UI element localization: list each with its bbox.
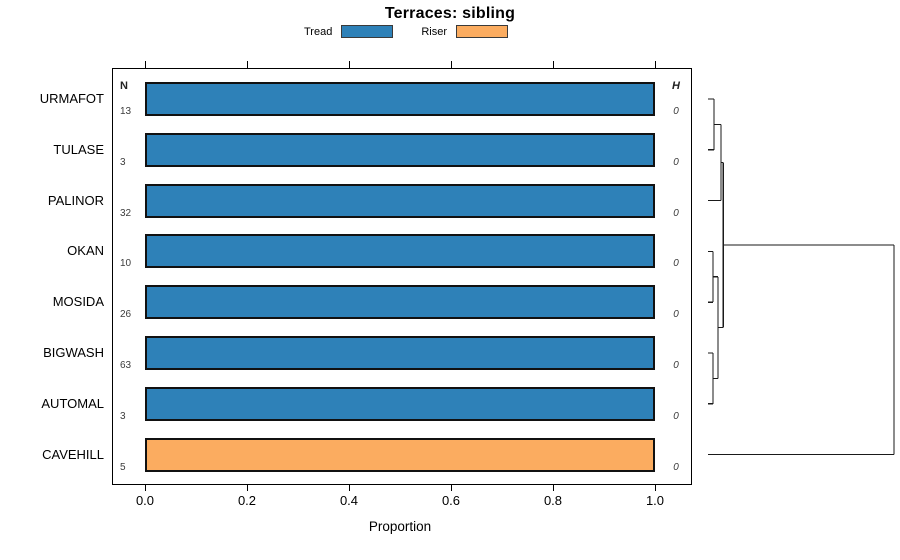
x-tick-label-0.2: 0.2	[237, 493, 257, 508]
x-tick-top-2	[348, 61, 350, 68]
x-tick-top-5	[654, 61, 656, 68]
bar-urmafot-tread	[145, 82, 655, 116]
bar-cavehill-riser	[145, 437, 655, 472]
x-tick-bottom-1	[246, 485, 248, 491]
legend-label-tread: Tread	[304, 25, 333, 38]
category-label-automal: AUTOMAL	[41, 395, 104, 411]
bar-palinor-tread	[145, 183, 655, 218]
bar-automal-tread	[145, 386, 655, 421]
bar-okan-tread	[145, 234, 655, 269]
n-column-header: N	[120, 80, 128, 92]
n-value-mosida: 26	[120, 309, 132, 321]
bar-bigwash-tread	[145, 336, 655, 370]
h-value-automal: 0	[673, 410, 679, 422]
x-tick-top-1	[246, 61, 248, 68]
n-value-bigwash: 63	[120, 360, 132, 371]
h-value-urmafot: 0	[673, 106, 679, 117]
n-value-urmafot: 13	[120, 106, 132, 117]
legend-swatch-riser	[456, 25, 508, 38]
category-label-bigwash: BIGWASH	[43, 345, 104, 360]
category-label-cavehill: CAVEHILL	[42, 446, 104, 462]
legend: Tread Riser	[0, 25, 812, 38]
x-tick-label-1.0: 1.0	[645, 493, 665, 508]
legend-item-riser: Riser	[421, 25, 508, 38]
bar-tulase-tread	[145, 132, 655, 167]
x-tick-label-0.6: 0.6	[441, 493, 461, 508]
x-tick-label-0.0: 0.0	[135, 493, 155, 508]
x-tick-top-4	[552, 61, 554, 68]
h-value-tulase: 0	[673, 156, 679, 168]
h-column-header: H	[672, 80, 680, 92]
category-label-okan: OKAN	[67, 243, 104, 259]
x-tick-bottom-4	[552, 485, 554, 491]
n-value-tulase: 3	[120, 156, 126, 168]
x-tick-top-3	[450, 61, 452, 68]
h-value-bigwash: 0	[673, 360, 679, 371]
category-label-urmafot: URMAFOT	[39, 91, 104, 106]
legend-item-tread: Tread	[304, 25, 394, 38]
x-tick-label-0.4: 0.4	[339, 493, 359, 508]
plot-area-border	[112, 68, 692, 485]
category-label-mosida: MOSIDA	[52, 294, 104, 310]
h-value-cavehill: 0	[673, 461, 679, 473]
h-value-okan: 0	[673, 258, 679, 270]
h-value-palinor: 0	[673, 207, 679, 219]
n-value-automal: 3	[120, 410, 126, 422]
legend-swatch-tread	[341, 25, 394, 38]
n-value-cavehill: 5	[120, 461, 126, 473]
category-label-tulase: TULASE	[53, 141, 104, 157]
category-label-palinor: PALINOR	[47, 192, 104, 208]
x-tick-bottom-0	[144, 485, 146, 491]
x-tick-bottom-5	[654, 485, 656, 491]
legend-label-riser: Riser	[421, 25, 447, 38]
x-tick-top-0	[144, 61, 146, 68]
x-tick-bottom-3	[450, 485, 452, 491]
x-axis-title: Proportion	[368, 519, 432, 534]
n-value-palinor: 32	[120, 207, 132, 219]
x-tick-bottom-2	[348, 485, 350, 491]
n-value-okan: 10	[120, 258, 132, 270]
h-value-mosida: 0	[673, 309, 679, 321]
chart-title: Terraces: sibling	[384, 5, 516, 22]
bar-mosida-tread	[145, 285, 655, 320]
x-tick-label-0.8: 0.8	[543, 493, 563, 508]
